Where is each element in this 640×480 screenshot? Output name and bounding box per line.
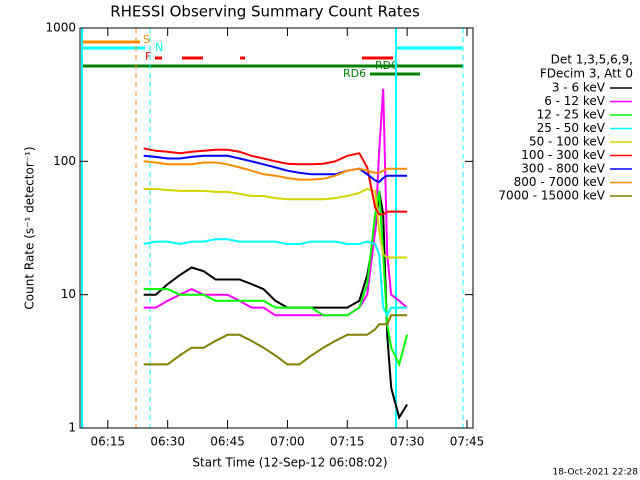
y-tick-label: 10 <box>61 287 76 301</box>
series-line <box>143 147 408 216</box>
legend-label: 7000 - 15000 keV <box>498 189 605 203</box>
legend-label: 3 - 6 keV <box>552 81 606 95</box>
series-line <box>143 190 409 368</box>
series-line <box>143 238 408 318</box>
series-line <box>143 88 408 317</box>
plot-frame <box>79 27 474 429</box>
chart-title: RHESSI Observing Summary Count Rates <box>110 3 420 21</box>
legend-header: FDecim 3, Att 0 <box>540 67 633 81</box>
legend-label: 300 - 800 keV <box>521 162 605 176</box>
x-tick-label: 06:15 <box>91 435 126 449</box>
flag-label: S <box>143 33 150 46</box>
series-line <box>143 187 408 259</box>
legend-label: 12 - 25 keV <box>537 108 606 122</box>
series-line <box>143 314 408 366</box>
y-axis-label: Count Rate (s⁻¹ detector⁻¹) <box>23 146 37 309</box>
flag-label: F <box>145 50 151 63</box>
x-tick-label: 07:45 <box>450 435 485 449</box>
legend-label: 50 - 100 keV <box>529 135 606 149</box>
marker-lines <box>81 28 464 428</box>
flag-label: RD6 <box>343 67 366 80</box>
flag-label: RD0 <box>375 59 398 72</box>
y-tick-label: 1000 <box>45 21 76 35</box>
legend-label: 800 - 7000 keV <box>514 175 606 189</box>
y-tick-label: 100 <box>53 154 76 168</box>
flag-label: N <box>155 41 163 54</box>
x-tick-label: 07:00 <box>270 435 305 449</box>
flag-bars <box>82 40 463 76</box>
y-tick-label: 1 <box>68 421 76 435</box>
legend-header: Det 1,3,5,6,9, <box>551 53 633 67</box>
x-tick-label: 07:30 <box>390 435 425 449</box>
legend-label: 6 - 12 keV <box>544 94 606 108</box>
x-tick-label: 06:30 <box>150 435 185 449</box>
footer: 18-Oct-2021 22:28 <box>553 468 639 478</box>
x-tick-label: 07:15 <box>330 435 365 449</box>
legend-label: 100 - 300 keV <box>521 148 605 162</box>
x-axis-label: Start Time (12-Sep-12 06:08:02) <box>192 456 387 470</box>
series-line <box>143 160 408 181</box>
legend-label: 25 - 50 keV <box>537 121 606 135</box>
series-line <box>143 154 408 184</box>
x-tick-label: 06:45 <box>210 435 245 449</box>
